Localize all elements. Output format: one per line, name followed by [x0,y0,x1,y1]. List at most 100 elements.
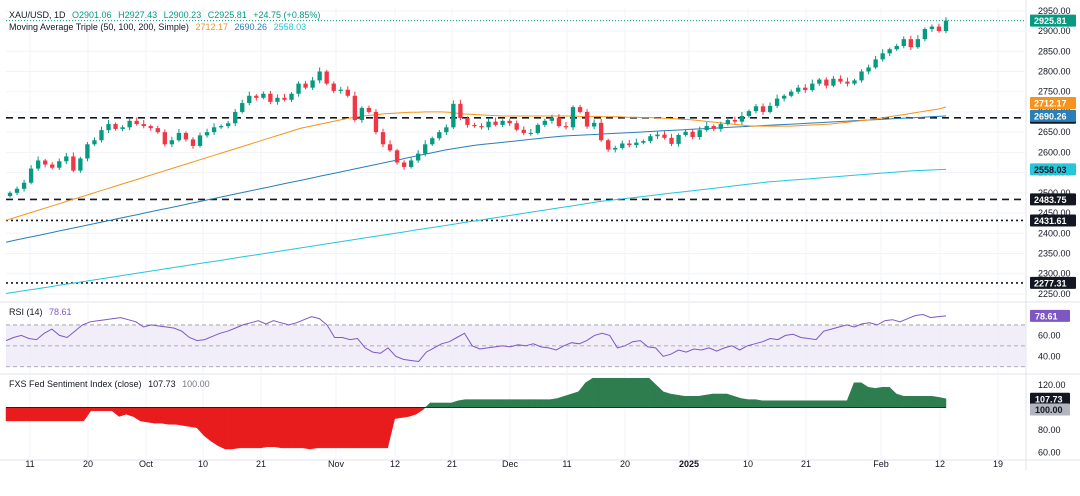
sentiment-area-segment [663,391,671,408]
price-tick-label: 2300.00 [1038,269,1071,279]
grid [0,0,1080,470]
candle-body [451,103,456,128]
sentiment-area-segment [479,399,487,408]
candle-body [275,97,280,102]
candle-body [127,120,132,128]
candle-body [662,134,667,138]
rsi-badge [1030,309,1070,322]
candle-body [535,124,540,133]
candle-body [563,126,569,128]
candle-body [183,132,189,140]
candle-body [197,135,203,146]
ma-badge-label: 2712.17 [1034,99,1067,109]
sentiment-area-segment [260,407,268,449]
candle-body [648,136,653,142]
time-tick-label: 21 [256,459,266,469]
sentiment-area-segment [790,400,798,408]
candle-body [528,132,533,134]
candle-body [380,132,386,145]
sentiment-area-segment [712,393,721,408]
candle-body [226,123,231,127]
candle-body [718,124,723,129]
candle-body [444,127,449,133]
time-tick-label: 21 [447,459,457,469]
candle-body [767,105,773,112]
candle-body [859,71,864,81]
sentiment-tick-label: 120.00 [1038,380,1066,390]
candle-body [50,164,55,168]
sentiment-area-segment [217,407,226,450]
sentiment-area-segment [542,399,551,408]
sentiment-area-segment [846,382,855,408]
candle-body [831,78,836,86]
candle-body [514,123,519,130]
open-value: O2901.06 [72,10,112,20]
sentiment-tick-label: 60.00 [1038,447,1061,457]
candle-body [922,29,928,40]
sentiment-area-segment [302,407,311,450]
sentiment-area-segment [224,407,233,450]
candle-body [725,120,730,125]
candle-body [507,120,512,124]
ma-label: Moving Average Triple (50, 100, 200, Sim… [9,22,189,32]
sentiment-area-segment [41,407,49,422]
candle-body [894,46,899,50]
sentiment-area-segment [429,402,438,408]
level-badge-label: 2483.75 [1034,195,1067,205]
candle-body [711,126,716,129]
sentiment-area-segment [34,407,42,422]
sentiment-area-segment [62,407,70,422]
time-tick-label: 11 [25,459,34,469]
candle-body [352,95,358,121]
time-tick-label: Oct [139,459,154,469]
sentiment-area-segment [267,407,275,448]
candle-body [106,124,111,131]
candle-body [366,107,372,112]
last-price-label: 2925.81 [1034,16,1067,26]
candle-body [338,89,343,91]
price-tick-label: 2800.00 [1038,66,1071,76]
candle-body [591,122,597,127]
sentiment-area-segment [387,407,395,448]
level-badge-label: 2277.31 [1034,278,1067,288]
sentiment-area-segment [486,399,494,408]
candle-body [845,81,850,84]
sentiment-area-segment [359,407,367,449]
high-value: H2927.43 [118,10,158,20]
candle-body [211,127,217,133]
sentiment-area-segment [401,407,410,418]
candle-body [71,156,76,171]
candle-body [247,95,252,104]
sentiment-area-segment [578,382,586,408]
candle-body [331,83,336,91]
sentiment-area-segment [323,407,332,449]
sentiment-area-segment [48,407,56,422]
price-tick-label: 2900.00 [1038,26,1071,36]
candle-body [880,53,885,60]
candle-body [141,124,146,127]
rsi-badge-label: 78.61 [1035,311,1058,321]
sentiment-area-segment [804,400,812,408]
sentiment-area-segment [726,393,735,408]
candle-body [500,120,505,125]
candle-body [577,107,583,112]
candle-body [852,80,857,84]
price-tick-label: 2950.00 [1038,6,1071,16]
sentiment-area-segment [203,407,212,442]
sentiment-area-segment [316,407,325,449]
sentiment-area-segment [458,399,466,408]
sentiment-area-segment [415,407,424,415]
sentiment-badge [1030,392,1070,405]
ma-badge [1030,109,1076,122]
sentiment-area-segment [761,400,770,408]
sentiment-area-segment [132,407,141,422]
level-badge [1030,276,1076,289]
sentiment-area-segment [309,407,318,450]
sentiment-area-segment [839,400,848,408]
time-tick-label: Feb [873,459,889,469]
sentiment-area-segment [55,407,63,422]
sentiment-area-segment [889,386,897,408]
candle-body [669,137,674,144]
sentiment-area-segment [684,395,692,408]
